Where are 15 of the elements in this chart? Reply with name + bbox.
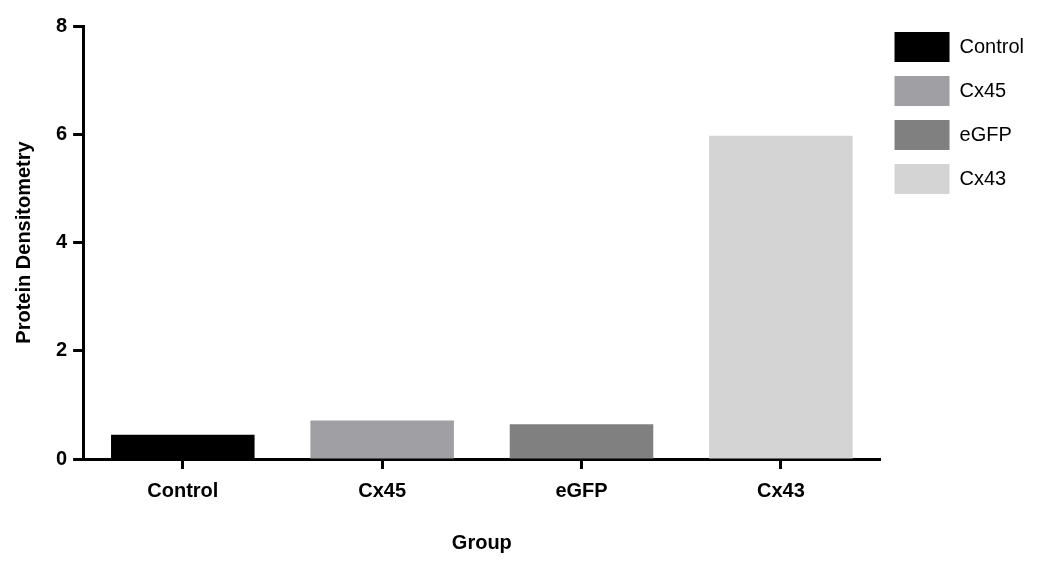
- x-tick-label: Control: [147, 478, 219, 501]
- y-tick-label: 6: [56, 121, 68, 144]
- x-tick-label: Cx43: [756, 478, 805, 501]
- y-tick-label: 0: [56, 446, 68, 469]
- legend-label: Cx45: [959, 78, 1007, 101]
- x-tick-label: eGFP: [555, 478, 608, 501]
- legend-label: Control: [959, 34, 1025, 57]
- y-tick-label: 4: [56, 230, 68, 253]
- y-axis-title: Protein Densitometry: [11, 140, 34, 344]
- y-tick-label: 8: [56, 13, 68, 36]
- legend-label: eGFP: [959, 122, 1012, 145]
- legend-label: Cx43: [959, 166, 1007, 189]
- x-axis-title: Group: [451, 530, 512, 553]
- y-tick-label: 2: [56, 338, 68, 361]
- x-tick-label: Cx45: [358, 478, 407, 501]
